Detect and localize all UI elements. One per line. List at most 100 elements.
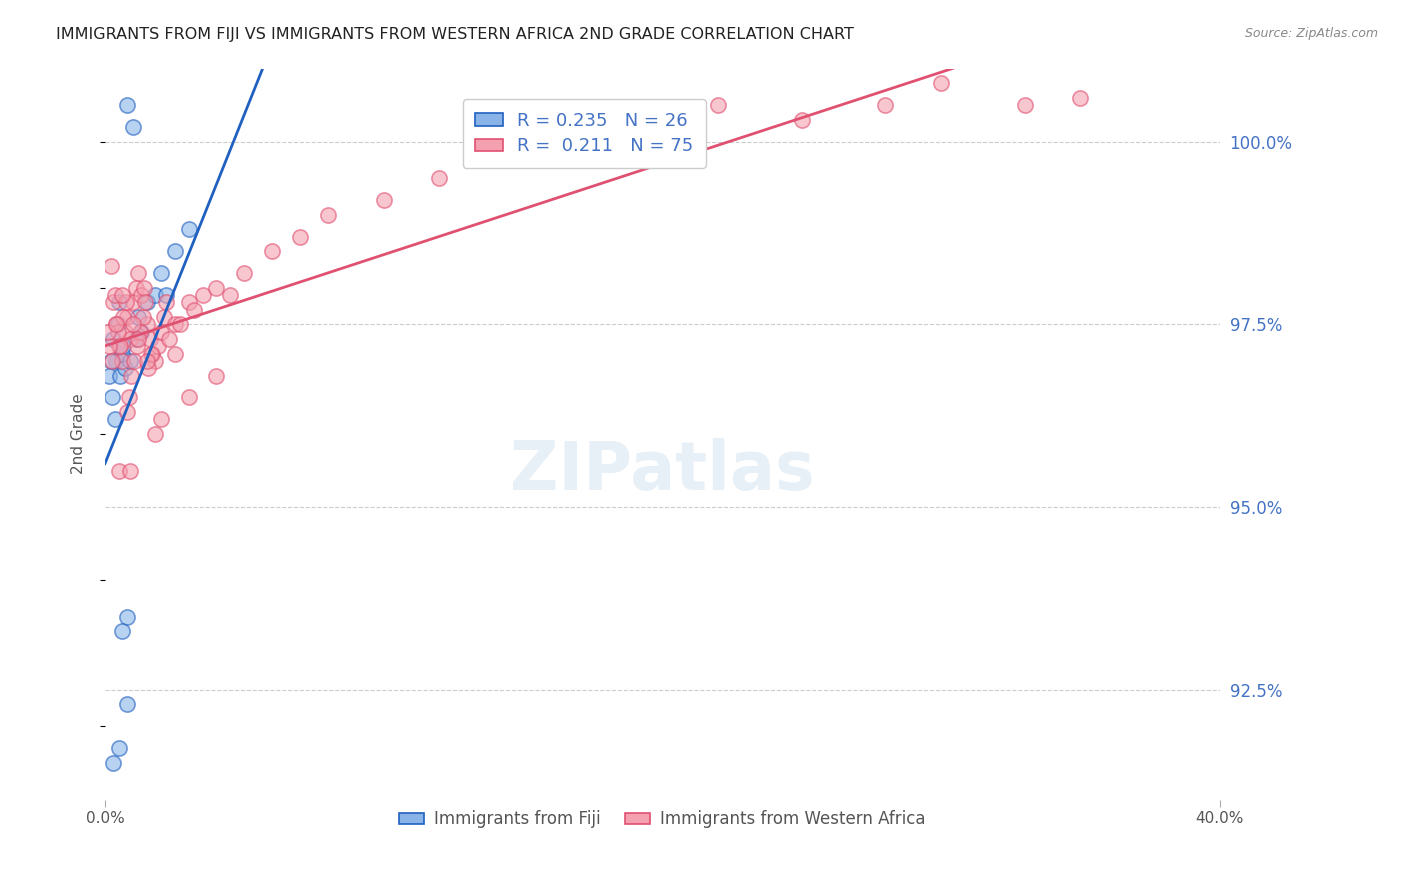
Point	[219, 288, 242, 302]
Point	[595, 120, 617, 134]
Point	[169, 318, 191, 332]
Point	[121, 318, 143, 332]
Point	[163, 244, 186, 259]
Point	[124, 281, 146, 295]
Point	[1014, 98, 1036, 112]
Y-axis label: 2nd Grade: 2nd Grade	[72, 393, 86, 475]
Point	[163, 346, 186, 360]
Point	[118, 391, 141, 405]
Point	[120, 354, 142, 368]
Point	[1069, 91, 1091, 105]
Point	[117, 405, 139, 419]
Point	[115, 295, 138, 310]
Point	[105, 354, 128, 368]
Point	[129, 288, 152, 302]
Point	[107, 325, 129, 339]
Point	[149, 412, 172, 426]
Point	[136, 361, 159, 376]
Point	[104, 412, 127, 426]
Point	[103, 295, 125, 310]
Point	[183, 302, 205, 317]
Point	[101, 391, 124, 405]
Text: Source: ZipAtlas.com: Source: ZipAtlas.com	[1244, 27, 1378, 40]
Point	[131, 310, 153, 324]
Point	[108, 295, 131, 310]
Point	[288, 229, 311, 244]
Point	[108, 464, 131, 478]
Point	[112, 310, 135, 324]
Point	[177, 222, 200, 236]
Point	[127, 266, 149, 280]
Point	[117, 310, 139, 324]
Point	[97, 325, 120, 339]
Point	[100, 259, 122, 273]
Point	[100, 354, 122, 368]
Point	[111, 354, 134, 368]
Point	[103, 332, 125, 346]
Point	[191, 288, 214, 302]
Point	[929, 76, 952, 90]
Point	[111, 624, 134, 639]
Point	[111, 346, 134, 360]
Point	[107, 318, 129, 332]
Point	[177, 295, 200, 310]
Legend: Immigrants from Fiji, Immigrants from Western Africa: Immigrants from Fiji, Immigrants from We…	[392, 804, 932, 835]
Text: ZIPatlas: ZIPatlas	[510, 438, 814, 504]
Point	[135, 354, 157, 368]
Point	[135, 295, 157, 310]
Point	[121, 368, 143, 383]
Point	[138, 332, 160, 346]
Point	[128, 325, 150, 339]
Point	[316, 208, 339, 222]
Point	[134, 295, 156, 310]
Point	[108, 741, 131, 756]
Point	[157, 332, 180, 346]
Point	[373, 193, 395, 207]
Point	[129, 325, 152, 339]
Point	[121, 120, 143, 134]
Point	[110, 368, 132, 383]
Point	[163, 318, 186, 332]
Point	[790, 112, 813, 127]
Text: IMMIGRANTS FROM FIJI VS IMMIGRANTS FROM WESTERN AFRICA 2ND GRADE CORRELATION CHA: IMMIGRANTS FROM FIJI VS IMMIGRANTS FROM …	[56, 27, 853, 42]
Point	[135, 865, 157, 880]
Point	[117, 98, 139, 112]
Point	[103, 756, 125, 770]
Point	[651, 105, 673, 120]
Point	[707, 98, 730, 112]
Point	[512, 149, 534, 163]
Point	[111, 288, 134, 302]
Point	[122, 354, 145, 368]
Point	[139, 346, 162, 360]
Point	[149, 266, 172, 280]
Point	[120, 464, 142, 478]
Point	[112, 339, 135, 353]
Point	[155, 295, 177, 310]
Point	[155, 288, 177, 302]
Point	[233, 266, 256, 280]
Point	[262, 244, 284, 259]
Point	[120, 332, 142, 346]
Point	[105, 318, 128, 332]
Point	[124, 332, 146, 346]
Point	[127, 332, 149, 346]
Point	[108, 339, 131, 353]
Point	[117, 609, 139, 624]
Point	[135, 318, 157, 332]
Point	[104, 288, 127, 302]
Point	[152, 310, 174, 324]
Point	[875, 98, 897, 112]
Point	[132, 281, 155, 295]
Point	[110, 339, 132, 353]
Point	[98, 368, 121, 383]
Point	[114, 325, 136, 339]
Point	[177, 391, 200, 405]
Point	[143, 427, 166, 442]
Point	[127, 310, 149, 324]
Point	[205, 368, 228, 383]
Point	[101, 354, 124, 368]
Point	[125, 339, 148, 353]
Point	[429, 171, 451, 186]
Point	[105, 318, 128, 332]
Point	[205, 281, 228, 295]
